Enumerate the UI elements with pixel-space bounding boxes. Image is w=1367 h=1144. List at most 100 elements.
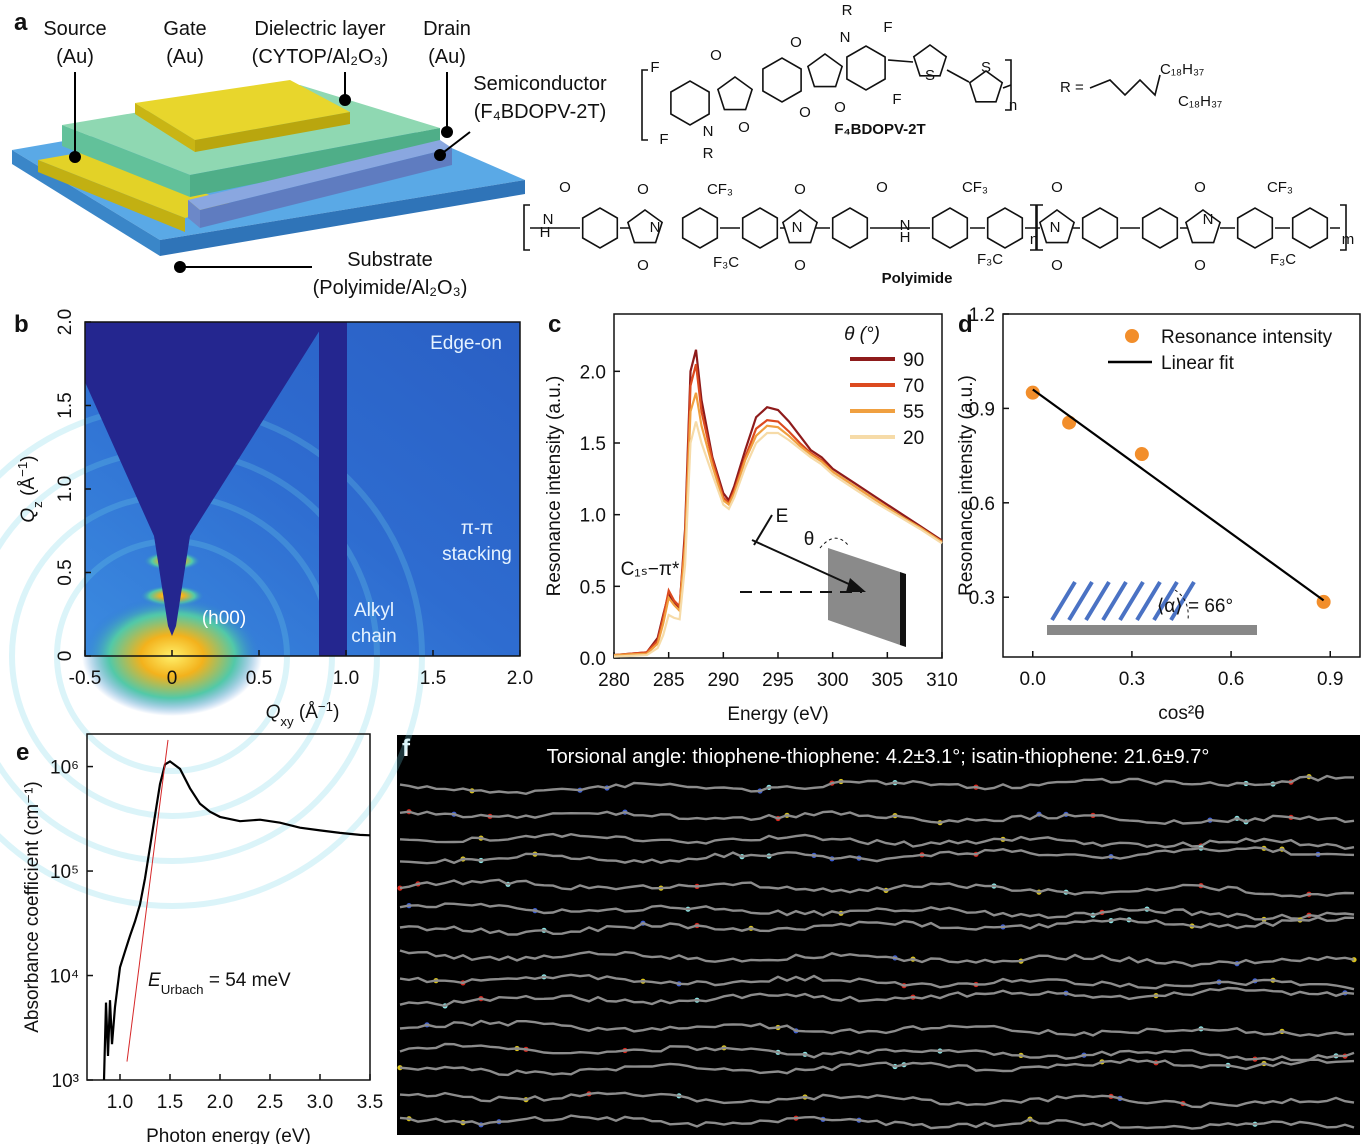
device-label: (Au) (428, 46, 466, 68)
line (613, 421, 943, 658)
annotation: E (776, 506, 789, 527)
x-tick-label: 0 (167, 668, 178, 689)
y-tick-label: 2.0 (580, 362, 606, 383)
molecule-name: F₄BDOPV-2T (834, 121, 925, 138)
x-tick-label: 285 (653, 670, 685, 691)
x-tick-label: 300 (817, 670, 849, 691)
inset-chain (1135, 580, 1162, 622)
bond (626, 209, 664, 244)
missing-wedge (85, 322, 325, 636)
text-part: ) (18, 455, 39, 461)
device-label: Semiconductor (473, 73, 607, 95)
atom-label: CF₃ (707, 181, 733, 198)
atom-label: N (900, 217, 911, 234)
y-tick-label: 1.2 (969, 305, 995, 326)
atom-label: R (842, 2, 853, 19)
x-tick-label: 2.0 (207, 1092, 233, 1113)
inset-chain (1050, 580, 1077, 622)
point (1134, 447, 1149, 462)
bond (670, 80, 710, 126)
annotation: C₁ₛ−π* (621, 559, 680, 580)
atom-label: O (876, 179, 888, 196)
text-part: = 54 meV (204, 970, 291, 991)
legend-label: Resonance intensity (1161, 327, 1333, 348)
x-tick-label: 3.0 (307, 1092, 333, 1113)
device-label: Drain (423, 18, 471, 40)
bond (1038, 209, 1076, 244)
atom-label: N (840, 29, 851, 46)
inset-beam (751, 539, 863, 591)
atom-label: N (792, 219, 803, 236)
x-tick-label: 0.6 (1218, 669, 1244, 690)
atom-label: O (1194, 179, 1206, 196)
y-tick-label: 0.3 (969, 588, 995, 609)
text-part: Q (266, 702, 281, 723)
plot-frame (86, 733, 371, 1081)
line (126, 739, 169, 1062)
molecular-chain (399, 916, 1355, 936)
inset-chain (1067, 580, 1094, 622)
atom-label: N (1050, 219, 1061, 236)
atom-label: F₃C (1270, 251, 1296, 268)
atom-label: O (559, 179, 571, 196)
legend-label: Linear fit (1161, 353, 1235, 374)
point (1025, 385, 1040, 400)
device-label: Substrate (347, 249, 433, 271)
atom-label: CF₃ (962, 179, 988, 196)
molecular-chain (399, 878, 1355, 898)
atom-label: n (1030, 231, 1038, 248)
atom-label: N (1203, 211, 1214, 228)
text-part: Q (18, 508, 39, 523)
annotation: chain (351, 626, 396, 647)
atom-label: O (637, 181, 649, 198)
chain-label: C₁₈H₃₇ (1160, 61, 1204, 78)
inset-field (753, 514, 773, 546)
atom-label: H (540, 224, 551, 241)
device-label: (Au) (166, 46, 204, 68)
panel-label: f (402, 735, 411, 762)
x-tick-label: 0.5 (246, 668, 272, 689)
molecular-chain (399, 832, 1355, 851)
inset-plate (828, 548, 900, 645)
bond (1141, 207, 1179, 249)
text-part: z (30, 501, 45, 508)
line (1032, 388, 1325, 602)
inset-arc (819, 537, 849, 549)
atom-label: H (900, 229, 911, 246)
bond (1291, 207, 1329, 249)
y-axis-label: Resonance intensity (a.u.) (956, 375, 977, 596)
bond (681, 207, 719, 249)
annotation: (h00) (202, 608, 246, 629)
atom-label: F (892, 91, 901, 108)
text-part: (Å (18, 477, 39, 502)
y-axis-label: Absorbance coefficient (cm⁻¹) (22, 781, 43, 1033)
atom-label: F (659, 131, 668, 148)
device-label: (Au) (56, 46, 94, 68)
line (102, 760, 371, 1081)
molecular-chain (399, 846, 1355, 865)
device-label: Gate (163, 18, 206, 40)
bond (806, 53, 844, 88)
atom-label: R (703, 145, 714, 162)
y-tick-label: 10⁶ (50, 758, 79, 779)
bond (968, 70, 1004, 103)
legend-title: θ (°) (844, 324, 880, 345)
molecular-chain (399, 1114, 1355, 1130)
x-tick-label: 290 (707, 670, 739, 691)
inset-chain (1101, 580, 1128, 622)
bond (1184, 209, 1222, 244)
x-axis-label: Energy (eV) (727, 704, 828, 725)
y-tick-label: 2.0 (55, 309, 76, 335)
point (1062, 415, 1077, 430)
inset-chain (1169, 580, 1196, 622)
x-tick-label: 1.0 (333, 668, 359, 689)
x-tick-label: 2.0 (507, 668, 533, 689)
x-tick-label: 1.5 (420, 668, 446, 689)
device-schematic (12, 72, 525, 273)
text-part: ) (333, 702, 339, 723)
bond (1236, 207, 1274, 249)
y-tick-label: 1.0 (580, 506, 606, 527)
molecular-chain (399, 810, 1355, 826)
atom-label: F (883, 19, 892, 36)
